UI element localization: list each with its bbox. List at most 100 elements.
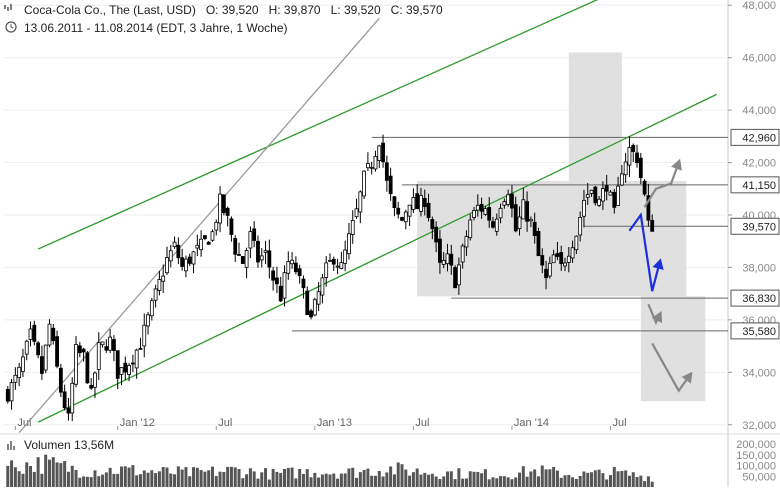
candle-body: [312, 299, 317, 316]
candle-body: [392, 196, 397, 209]
candle-body: [498, 207, 503, 219]
volume-bar: [502, 476, 506, 487]
price-tick-label: 42,000: [742, 158, 776, 170]
volume-icon: [7, 441, 15, 450]
volume-bar: [82, 476, 86, 487]
candle-body: [104, 346, 109, 351]
candle-body: [559, 252, 564, 264]
candle-body: [130, 362, 135, 365]
candles: [5, 134, 655, 422]
volume-bar: [294, 478, 298, 487]
clock-icon: [5, 21, 17, 33]
volume-bar: [157, 471, 161, 487]
candle-body: [384, 162, 389, 181]
candle-body: [544, 268, 548, 279]
price-level-box: [730, 176, 780, 194]
candle-body: [472, 210, 476, 218]
candle-body: [434, 226, 439, 243]
candle-body: [460, 245, 465, 263]
volume-bar: [559, 477, 563, 487]
volume-bar: [601, 473, 605, 487]
volume-bar: [370, 475, 374, 487]
candle-body: [487, 207, 492, 221]
volume-bar: [36, 457, 40, 487]
volume-bar: [260, 472, 264, 487]
candle-body: [218, 193, 222, 224]
date-range-header: 13.06.2011 - 11.08.2014 (EDT, 3 Jahre, 1…: [4, 21, 298, 35]
volume-bar: [21, 473, 25, 487]
candle-body: [119, 367, 124, 375]
candle-body: [510, 193, 514, 209]
candle-body: [365, 163, 370, 169]
volume-bar: [116, 473, 120, 487]
volume-bar: [483, 469, 487, 487]
shaded-zone: [417, 180, 687, 297]
candle-body: [74, 344, 78, 385]
volume-bar: [40, 473, 44, 487]
candle-body: [453, 267, 457, 289]
candle-body: [597, 198, 602, 206]
volume-bar: [305, 469, 309, 487]
candle-body: [339, 262, 344, 269]
candle-body: [438, 238, 442, 263]
volume-bar: [385, 472, 389, 487]
volume-bar: [176, 466, 180, 487]
candle-body: [362, 170, 367, 197]
volume-bar: [476, 471, 480, 487]
candle-body: [297, 268, 302, 276]
volume-bar: [131, 465, 135, 487]
volume-bar: [51, 457, 55, 487]
volume-bar: [218, 471, 222, 487]
candle-body: [271, 270, 276, 281]
price-level-box: [730, 217, 780, 235]
volume-bar: [586, 472, 590, 487]
volume-bar: [574, 478, 578, 487]
volume-bar: [283, 468, 287, 487]
volume-bar: [480, 473, 484, 487]
volume-bar: [150, 470, 154, 487]
volume-bar: [298, 468, 302, 487]
volume-bar: [248, 468, 252, 487]
volume-tick-label: 100,000: [736, 461, 776, 473]
candle-body: [240, 256, 245, 264]
candle-body: [445, 253, 450, 264]
candle-body: [100, 341, 105, 346]
volume-bar: [582, 471, 586, 487]
volume-bar: [233, 467, 237, 487]
volume-bar: [518, 472, 522, 487]
volume-bar: [536, 476, 540, 487]
price-level-label: 42,960: [742, 132, 776, 144]
volume-bar: [135, 475, 139, 487]
volume-bar: [192, 467, 196, 487]
volume-bar: [449, 471, 453, 487]
volume-bar: [544, 469, 548, 487]
candle-body: [85, 352, 90, 384]
volume-bar: [400, 464, 404, 487]
x-tick-label: Jan '12: [120, 417, 155, 429]
candle-body: [36, 342, 41, 356]
volume-header: Volumen 13,56M: [10, 438, 114, 452]
candle-body: [479, 204, 484, 212]
arrow-head: [671, 158, 682, 171]
price-level-label: 36,830: [742, 293, 776, 305]
volume-bar: [199, 470, 203, 487]
volume-bar: [339, 473, 343, 487]
price-level-label: 35,580: [742, 326, 776, 338]
volume-bar: [552, 466, 556, 487]
price-tick-label: 46,000: [742, 53, 776, 65]
candle-body: [191, 251, 196, 265]
volume-bar: [74, 469, 78, 487]
volume-bar: [620, 470, 624, 487]
volume-bar: [17, 471, 21, 487]
candle-body: [252, 228, 257, 241]
volume-bar: [237, 469, 241, 487]
candle-body: [127, 365, 131, 375]
volume-bar: [468, 471, 472, 487]
candle-body: [642, 180, 647, 195]
shaded-zone: [568, 52, 622, 181]
volume-bar: [279, 473, 283, 487]
candle-body: [494, 218, 499, 232]
volume-bar: [461, 478, 465, 487]
volume-bar: [207, 470, 211, 487]
